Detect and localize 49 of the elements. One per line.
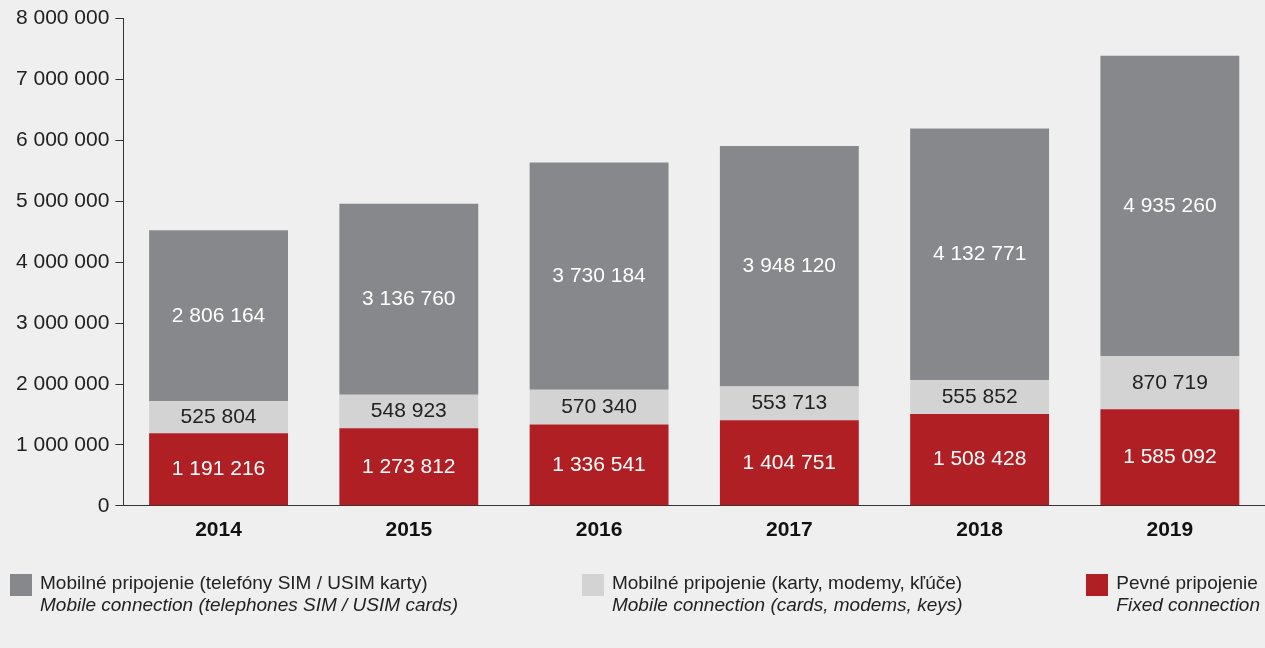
y-tick-label: 3 000 000 <box>15 309 110 333</box>
bar <box>149 433 288 506</box>
data-label: 555 852 <box>941 383 1018 407</box>
y-tick-label: 5 000 000 <box>15 188 110 212</box>
data-label: 3 948 120 <box>742 253 837 277</box>
data-label: 870 719 <box>1131 369 1208 393</box>
data-label: 1 273 812 <box>362 453 456 477</box>
bar <box>1100 55 1240 357</box>
data-label: 4 132 771 <box>932 241 1027 265</box>
data-label: 525 804 <box>180 404 257 428</box>
data-label: 4 935 260 <box>1123 192 1217 216</box>
y-tick-label: 6 000 000 <box>15 127 110 151</box>
data-label: 3 136 760 <box>362 286 456 310</box>
bar <box>529 424 669 506</box>
y-tick-label: 4 000 000 <box>15 249 110 272</box>
data-label: 570 340 <box>561 393 638 417</box>
x-tick-label: 2015 <box>385 517 433 541</box>
x-tick-label: 2017 <box>765 517 813 541</box>
y-tick-label: 2 000 000 <box>15 370 110 394</box>
data-label: 553 713 <box>751 390 828 414</box>
data-label: 3 730 184 <box>552 262 647 286</box>
x-tick-label: 2018 <box>956 517 1004 541</box>
data-label: 1 336 541 <box>552 451 646 475</box>
data-label: 548 923 <box>370 398 447 422</box>
data-label: 2 806 164 <box>171 302 266 326</box>
data-label: 1 191 216 <box>171 456 266 480</box>
legend-label: Mobilné pripojenie (telefóny SIM / USIM karty) Mobile connection (telephones SIM / USIM cards) <box>40 572 459 616</box>
y-tick-label: 0 <box>97 492 110 516</box>
bar <box>719 146 859 387</box>
x-tick-label: 2016 <box>575 517 623 541</box>
bar <box>719 420 859 506</box>
bar <box>910 128 1050 381</box>
legend-label: Pevné pripojenie Fixed connection <box>1116 572 1260 616</box>
y-tick-label: 8 000 000 <box>15 5 110 29</box>
x-tick-label: 2019 <box>1146 517 1194 541</box>
legend-label: Mobilné pripojenie (karty, modemy, kľúče) Mobile connection (cards, modems, keys) <box>611 572 963 616</box>
data-label: 1 404 751 <box>742 449 837 473</box>
bar <box>1100 409 1240 506</box>
bar <box>1100 356 1240 410</box>
y-tick-label: 7 000 000 <box>15 66 110 90</box>
data-label: 1 585 092 <box>1123 444 1217 468</box>
bar <box>529 162 669 390</box>
bar <box>339 203 479 395</box>
bar <box>910 413 1050 506</box>
bar <box>149 230 288 402</box>
bar <box>339 428 479 506</box>
data-label: 1 508 428 <box>932 446 1027 470</box>
y-tick-label: 1 000 000 <box>15 431 110 455</box>
x-tick-label: 2014 <box>195 517 243 541</box>
